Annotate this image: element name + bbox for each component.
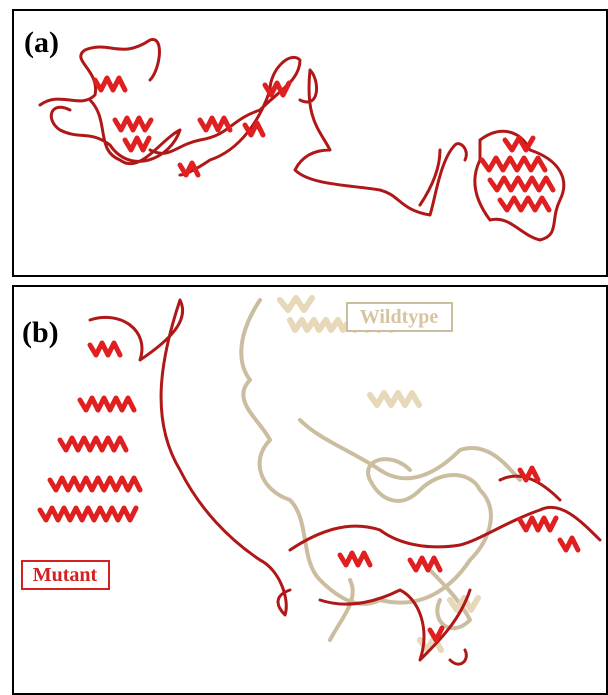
legend-label: Wildtype xyxy=(360,306,439,328)
legend-label: Mutant xyxy=(33,564,98,586)
panel-a: (a) xyxy=(13,10,607,276)
page: {"panels": [{"label": "(a)"}, {"label": … xyxy=(0,0,608,695)
panel-label: (a) xyxy=(24,26,59,59)
figure: (a) (b) Wildtype Mutant xyxy=(0,0,608,695)
panel-b: (b) Wildtype Mutant xyxy=(13,286,607,694)
panel-label: (b) xyxy=(22,316,59,349)
